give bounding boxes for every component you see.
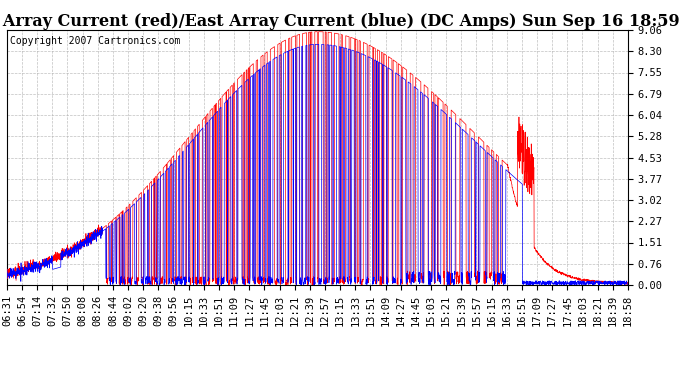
Title: West Array Current (red)/East Array Current (blue) (DC Amps) Sun Sep 16 18:59: West Array Current (red)/East Array Curr…	[0, 13, 680, 30]
Text: Copyright 2007 Cartronics.com: Copyright 2007 Cartronics.com	[10, 36, 180, 46]
